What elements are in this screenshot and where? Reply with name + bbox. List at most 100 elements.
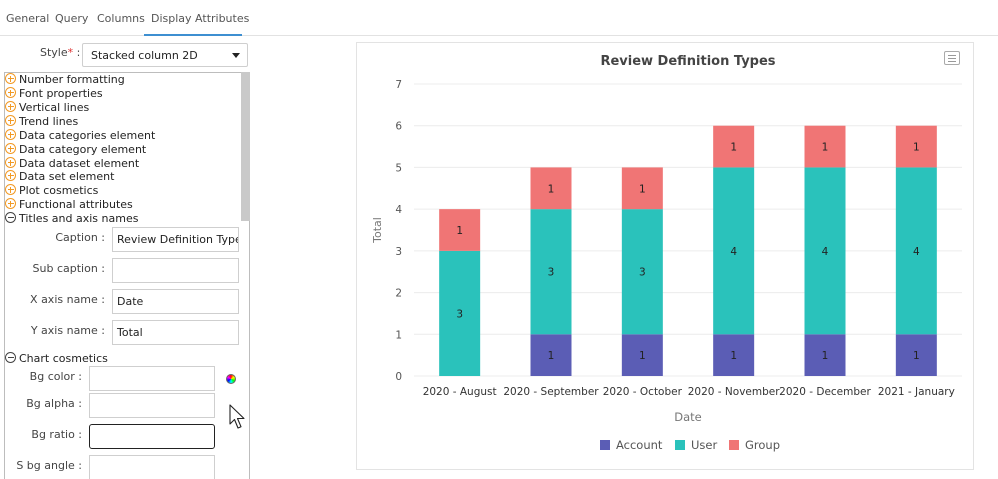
- data-label: 1: [639, 183, 646, 195]
- bg-alpha-input[interactable]: [89, 393, 215, 418]
- expand-icon: [5, 129, 16, 140]
- bar-segment-group: [895, 125, 937, 168]
- bar-segment-account: [713, 334, 755, 376]
- style-select[interactable]: Stacked column 2D: [82, 43, 248, 67]
- tree-section-number-formatting[interactable]: Number formatting: [5, 73, 125, 86]
- tab-bar: General Query Columns Display Attributes: [0, 0, 998, 36]
- expand-icon: [5, 73, 16, 84]
- bar-segment-user: [804, 167, 846, 335]
- y-tick-label: 7: [395, 79, 402, 91]
- x-axis-name-input[interactable]: Date: [112, 289, 239, 314]
- bg-color-input[interactable]: [89, 366, 215, 391]
- expand-icon: [5, 170, 16, 181]
- tree-section-functional-attributes[interactable]: Functional attributes: [5, 198, 133, 211]
- bar-segment-account: [895, 334, 937, 376]
- x-tick-label: 2021 - January: [878, 386, 955, 398]
- y-tick-label: 1: [395, 329, 402, 341]
- tab-general[interactable]: General: [6, 12, 50, 25]
- tree-section-label: Plot cosmetics: [19, 184, 99, 197]
- tree-section-vertical-lines[interactable]: Vertical lines: [5, 101, 89, 114]
- x-tick-label: 2020 - September: [503, 386, 599, 398]
- tree-section-data-categories-element[interactable]: Data categories element: [5, 129, 155, 142]
- tree-section-font-properties[interactable]: Font properties: [5, 87, 103, 100]
- tree-section-titles-and-axis-names[interactable]: Titles and axis names: [5, 212, 138, 225]
- field-label: Sub caption :: [32, 262, 105, 275]
- data-label: 3: [639, 267, 646, 279]
- x-axis-label: Date: [674, 410, 702, 424]
- field-label: Caption :: [55, 231, 105, 244]
- data-label: 3: [456, 308, 463, 320]
- expand-icon: [5, 143, 16, 154]
- tree-section-label: Number formatting: [19, 73, 125, 86]
- bg-ratio-input[interactable]: [89, 424, 215, 449]
- y-tick-label: 3: [395, 246, 402, 258]
- legend-swatch: [600, 440, 610, 450]
- tab-display-attributes[interactable]: Display Attributes: [151, 12, 250, 25]
- tree-section-label: Trend lines: [19, 115, 79, 128]
- x-tick-label: 2020 - November: [688, 386, 780, 398]
- sub-caption-input[interactable]: [112, 258, 239, 283]
- data-label: 1: [639, 350, 646, 362]
- s-bg-angle-input[interactable]: [89, 455, 215, 479]
- legend-item-user[interactable]: User: [675, 438, 717, 452]
- tree-section-plot-cosmetics[interactable]: Plot cosmetics: [5, 184, 98, 197]
- tree-section-label: Data dataset element: [19, 157, 140, 170]
- legend-item-account[interactable]: Account: [600, 438, 662, 452]
- caption-input[interactable]: Review Definition Types: [112, 227, 239, 252]
- chevron-down-icon: [232, 53, 240, 58]
- expand-icon: [5, 101, 16, 112]
- chart-menu-icon[interactable]: [944, 51, 960, 65]
- tab-query[interactable]: Query: [55, 12, 89, 25]
- data-label: 1: [913, 142, 920, 154]
- y-tick-label: 0: [395, 371, 402, 383]
- y-axis-name-input[interactable]: Total: [112, 320, 239, 345]
- field-label: Y axis name :: [30, 324, 105, 337]
- style-select-value: Stacked column 2D: [91, 49, 198, 62]
- bar-segment-group: [804, 125, 846, 168]
- legend-swatch: [729, 440, 739, 450]
- color-picker-icon[interactable]: [226, 374, 236, 384]
- field-label: S bg angle :: [16, 459, 82, 472]
- field-label: Bg alpha :: [26, 397, 82, 410]
- y-tick-label: 4: [395, 204, 402, 216]
- bar-segment-user: [439, 250, 481, 376]
- legend-label: Account: [616, 438, 663, 452]
- bar-segment-user: [895, 167, 937, 335]
- active-tab-indicator: [144, 34, 242, 36]
- data-label: 1: [548, 350, 555, 362]
- bar-segment-account: [621, 334, 663, 376]
- legend-label: Group: [745, 438, 781, 452]
- bar-segment-group: [530, 167, 572, 210]
- panel-scrollbar[interactable]: [241, 72, 250, 221]
- tree-section-label: Data categories element: [19, 129, 156, 142]
- data-label: 1: [456, 225, 463, 237]
- legend-swatch: [675, 440, 685, 450]
- legend-item-group[interactable]: Group: [729, 438, 780, 452]
- data-label: 1: [730, 350, 737, 362]
- expand-icon: [5, 184, 16, 195]
- mouse-pointer-icon: [229, 404, 245, 429]
- expand-icon: [5, 198, 16, 209]
- data-label: 1: [822, 142, 829, 154]
- chart-title: Review Definition Types: [600, 54, 776, 69]
- collapse-icon: [5, 212, 16, 223]
- y-axis-label: Total: [371, 217, 384, 244]
- tab-columns[interactable]: Columns: [97, 12, 145, 25]
- x-tick-label: 2020 - October: [603, 386, 683, 398]
- bar-segment-user: [713, 167, 755, 335]
- tree-section-label: Vertical lines: [19, 101, 90, 114]
- tree-section-trend-lines[interactable]: Trend lines: [5, 115, 78, 128]
- data-label: 1: [913, 350, 920, 362]
- tree-section-chart-cosmetics[interactable]: Chart cosmetics: [5, 352, 108, 365]
- tree-section-label: Chart cosmetics: [19, 352, 108, 365]
- tree-section-data-dataset-element[interactable]: Data dataset element: [5, 157, 139, 170]
- field-label: Bg ratio :: [31, 428, 82, 441]
- tree-section-data-category-element[interactable]: Data category element: [5, 143, 146, 156]
- x-tick-label: 2020 - December: [779, 386, 871, 398]
- tree-section-label: Data category element: [19, 143, 147, 156]
- data-label: 4: [730, 246, 737, 258]
- expand-icon: [5, 115, 16, 126]
- bar-segment-user: [530, 209, 572, 335]
- tree-section-data-set-element[interactable]: Data set element: [5, 170, 114, 183]
